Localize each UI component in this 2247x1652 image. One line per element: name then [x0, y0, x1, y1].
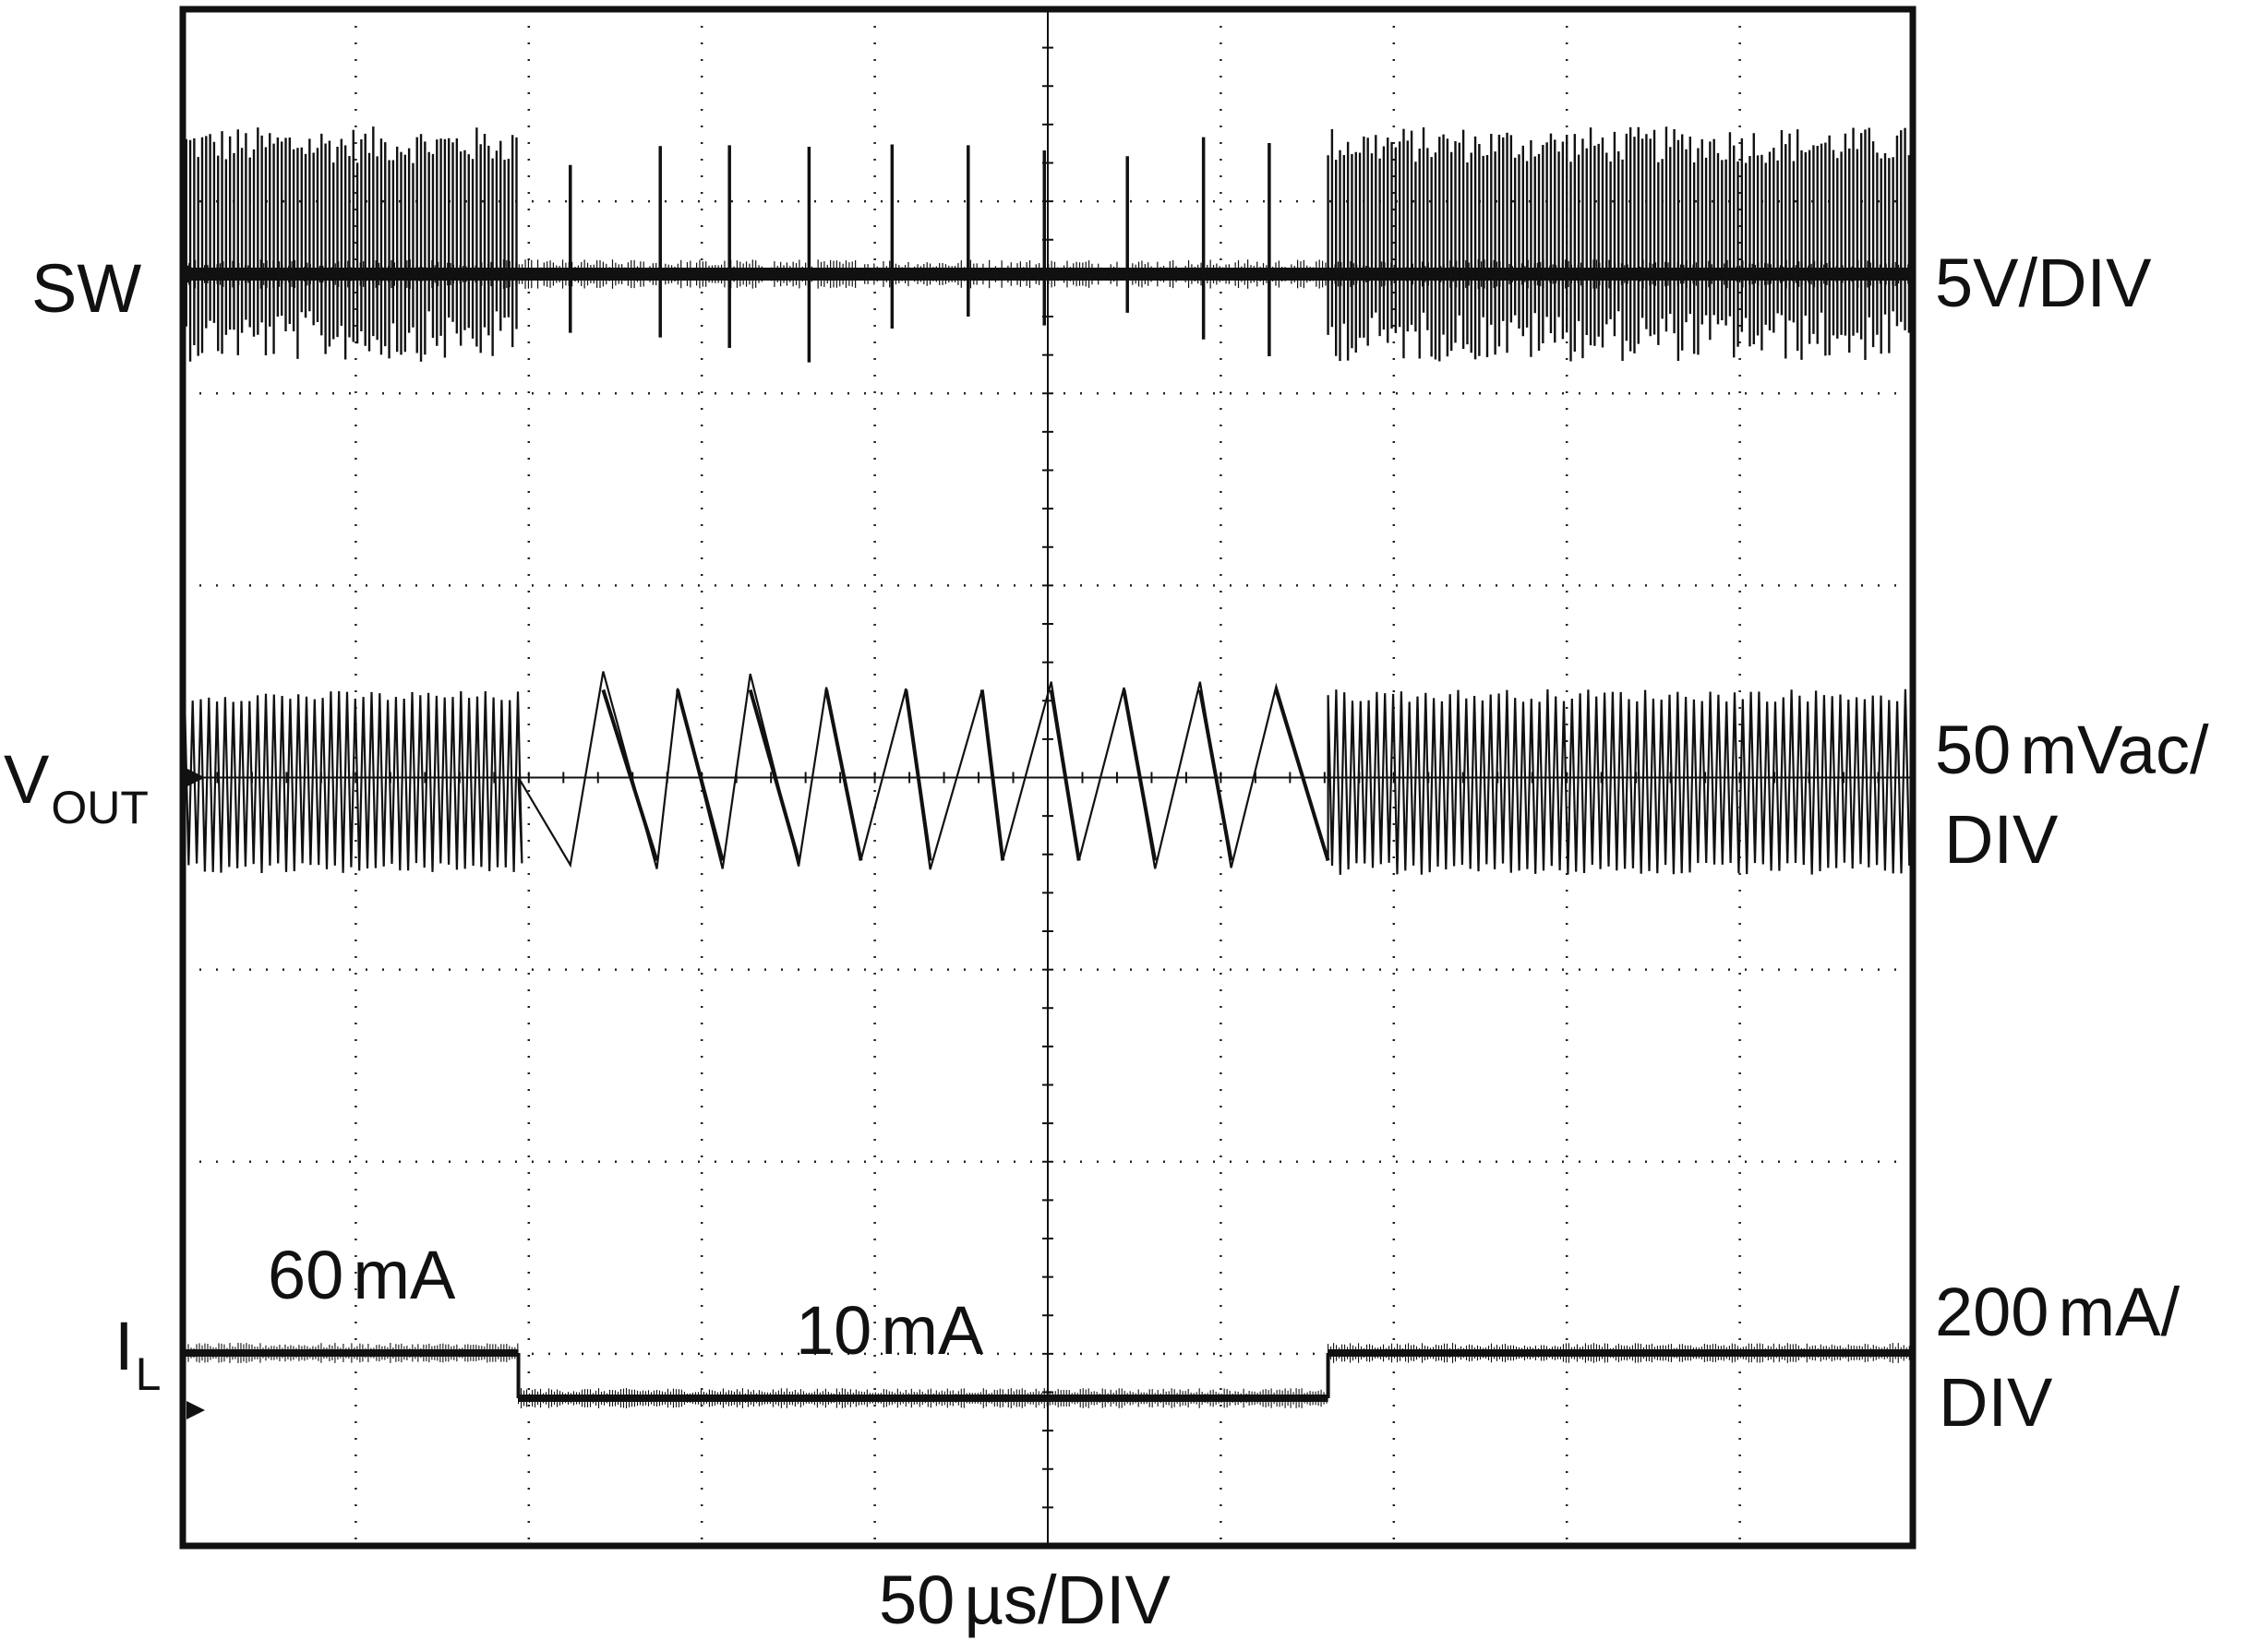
- sw-trace: [182, 126, 1912, 363]
- il-ground-marker: [186, 1401, 205, 1419]
- vout-waveform: [183, 671, 1911, 875]
- il-scale-label: 200 mA/: [1935, 1278, 2180, 1347]
- sw-scale-label: 5V/DIV: [1935, 245, 2152, 321]
- vout-ramp: [1122, 689, 1158, 861]
- vout-ramp: [824, 689, 863, 861]
- vout-channel-label: VOUT: [4, 746, 149, 832]
- annotation-60ma-unit: mA: [353, 1237, 456, 1313]
- vout-ramp: [904, 689, 932, 861]
- x-axis-label: 50 µs/DIV: [879, 1566, 1171, 1634]
- vout-ramp: [1049, 689, 1081, 861]
- il-label-main: I: [114, 1308, 134, 1384]
- il-channel-label: IL: [114, 1312, 161, 1398]
- annotation-10ma-unit: mA: [881, 1292, 984, 1369]
- vout-scale-label: 50 mVac/: [1935, 716, 2209, 784]
- vout-scale-unit: mVac/: [2020, 712, 2209, 788]
- vout-ramp: [748, 688, 801, 862]
- vout-trace: [183, 671, 1911, 875]
- vout-label-sub: OUT: [51, 782, 149, 833]
- il-scale-line2: DIV: [1939, 1364, 2053, 1441]
- il-scale-value: 200: [1935, 1274, 2049, 1350]
- vout-ramp: [676, 688, 725, 862]
- il-segment: [183, 1349, 519, 1357]
- il-trace: [182, 1343, 1913, 1408]
- il-label-sub: L: [135, 1348, 162, 1400]
- plot-frame: [179, 6, 1917, 1550]
- il-segment: [518, 1395, 1328, 1402]
- vout-ramp: [979, 689, 1005, 861]
- channel-markers: [186, 265, 205, 1419]
- annotation-60ma-value: 60: [268, 1237, 344, 1313]
- vout-ramp: [1197, 689, 1233, 861]
- vout-ramp: [1274, 688, 1330, 862]
- vout-scale-line2: DIV: [1944, 801, 2059, 878]
- il-scale-unit: mA/: [2058, 1274, 2181, 1350]
- annotation-10ma-value: 10: [796, 1292, 872, 1369]
- annotation-60ma: 60 mA: [268, 1241, 455, 1310]
- sw-channel-label: SW: [31, 250, 142, 327]
- il-segment: [1328, 1349, 1913, 1357]
- x-axis-label-value: 50: [879, 1562, 955, 1638]
- vout-ramp: [601, 688, 659, 862]
- x-axis-label-unit: µs/DIV: [964, 1562, 1171, 1638]
- annotation-10ma: 10 mA: [796, 1297, 983, 1365]
- sw-ground-marker: [186, 265, 205, 283]
- vout-scale-value: 50: [1935, 712, 2012, 788]
- vout-label-main: V: [4, 741, 50, 818]
- vout-ground-marker: [186, 768, 205, 787]
